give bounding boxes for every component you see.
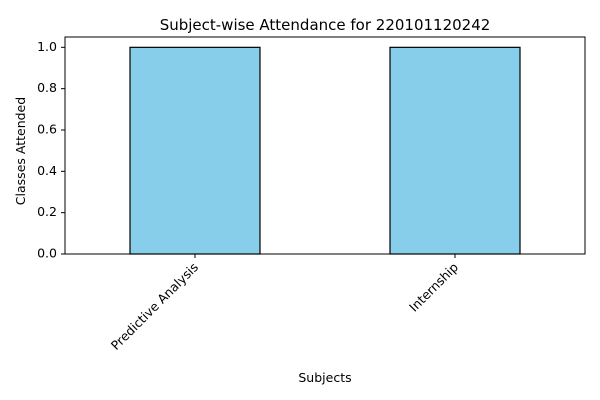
y-axis-label: Classes Attended <box>13 97 28 205</box>
x-axis-label: Subjects <box>298 370 351 385</box>
bars-group <box>129 46 521 255</box>
x-axis: Predictive Analysis Internship <box>108 254 461 353</box>
x-tick-label: Internship <box>406 259 461 314</box>
y-tick-label: 0.0 <box>37 246 57 261</box>
y-tick-label: 0.6 <box>37 122 57 137</box>
bar-1 <box>389 46 521 255</box>
y-tick-label: 0.8 <box>37 80 57 95</box>
bar-0 <box>129 46 261 255</box>
chart-title: Subject-wise Attendance for 220101120242 <box>160 16 491 34</box>
y-tick-label: 0.4 <box>37 163 57 178</box>
x-tick-label: Predictive Analysis <box>108 260 201 353</box>
plot-area: 0.0 0.2 0.4 0.6 0.8 1.0 Predictive Analysis In… <box>37 36 586 353</box>
plot-frame <box>64 36 586 255</box>
y-tick-label: 0.2 <box>37 204 57 219</box>
y-axis: 0.0 0.2 0.4 0.6 0.8 1.0 <box>37 39 65 261</box>
y-tick-label: 1.0 <box>37 39 57 54</box>
